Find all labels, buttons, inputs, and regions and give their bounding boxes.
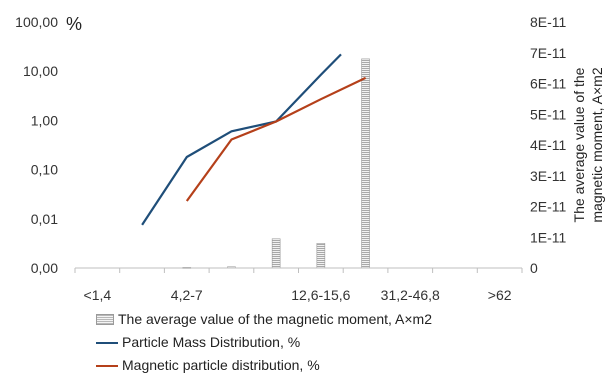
line-magnetic-particle-distribution: [185, 76, 367, 202]
x-tick-label: <1,4: [84, 287, 112, 303]
x-tick-label: >62: [488, 287, 512, 303]
x-tick-label: 4,2-7: [171, 287, 203, 303]
right-tick-label: 8E-11: [530, 14, 567, 30]
right-tick-label: 7E-11: [530, 45, 567, 61]
x-axis-ticks: <1,4 4,2-7 12,6-15,6 31,2-46,8 >62: [74, 268, 523, 303]
x-tick-label: 31,2-46,8: [381, 287, 440, 303]
legend-label-magnetic-distribution: Magnetic particle distribution, %: [122, 357, 320, 373]
legend-swatch-red-line: [96, 364, 118, 367]
bar-magnetic-moment: [316, 243, 326, 269]
right-tick-label: 5E-11: [530, 106, 567, 122]
right-tick-label: 0: [530, 260, 538, 276]
right-tick-label: 1E-11: [530, 229, 567, 245]
legend-label-mass-distribution: Particle Mass Distribution, %: [122, 334, 301, 350]
x-tick-label: 12,6-15,6: [291, 287, 350, 303]
legend-swatch-blue-line: [96, 341, 118, 344]
bar-magnetic-moment: [361, 58, 370, 269]
legend-swatch-bar: [96, 314, 114, 325]
right-axis-title: The average value of the magnetic moment,…: [571, 67, 605, 222]
right-tick-label: 6E-11: [530, 76, 567, 92]
left-tick-label: 0,10: [31, 162, 58, 178]
right-tick-label: 2E-11: [530, 199, 567, 215]
legend-item-mass-distribution: Particle Mass Distribution, %: [96, 331, 432, 354]
line-particle-mass-distribution: [141, 53, 342, 226]
legend-item-magnetic-distribution: Magnetic particle distribution, %: [96, 354, 432, 377]
left-axis-unit: %: [66, 14, 82, 34]
legend-label-magnetic-moment: The average value of the magnetic moment…: [118, 311, 433, 327]
legend-item-magnetic-moment: The average value of the magnetic moment…: [96, 308, 432, 331]
left-tick-label: 100,00: [15, 14, 58, 30]
left-axis-ticks: 0,00 0,01 0,10 1,00 10,00 100,00: [15, 14, 58, 276]
left-tick-label: 0,00: [31, 260, 58, 276]
bar-magnetic-moment: [271, 238, 281, 269]
left-tick-label: 1,00: [31, 112, 58, 128]
right-tick-label: 4E-11: [530, 137, 567, 153]
right-axis-ticks: 0 1E-11 2E-11 3E-11 4E-11 5E-11 6E-11 7E-11 8E-1…: [530, 14, 567, 276]
left-tick-label: 10,00: [23, 63, 58, 79]
line-series: [141, 53, 367, 226]
left-tick-label: 0,01: [31, 211, 58, 227]
legend: The average value of the magnetic moment…: [96, 308, 432, 377]
right-tick-label: 3E-11: [530, 168, 567, 184]
chart: 0,00 0,01 0,10 1,00 10,00 100,00 % 0 1E-11 2E-1…: [15, 14, 605, 303]
